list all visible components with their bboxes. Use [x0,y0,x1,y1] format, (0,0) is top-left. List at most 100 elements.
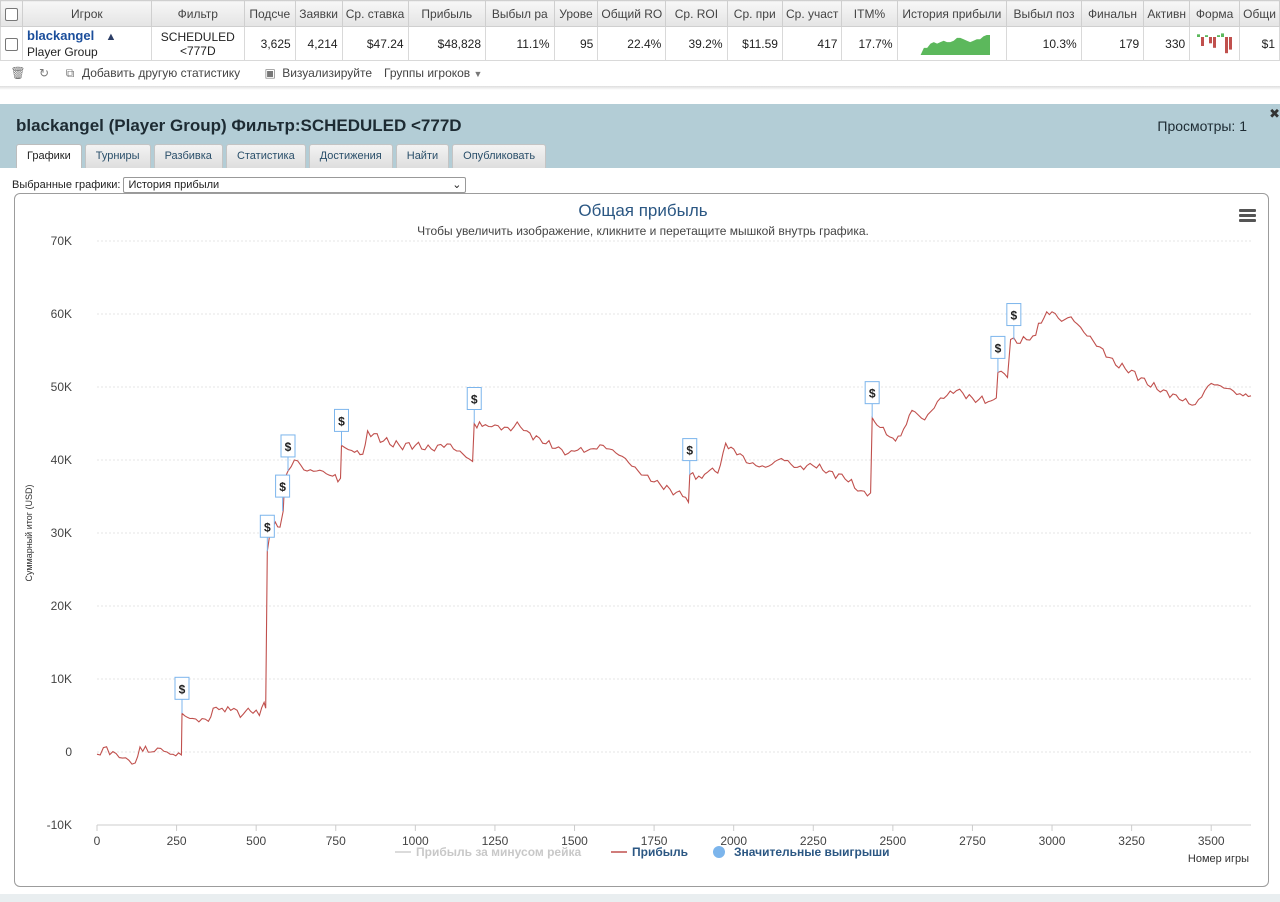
profit-sparkline[interactable] [913,33,990,55]
add-stat-button[interactable]: Добавить другую статистику [82,66,241,80]
col-header-player[interactable]: Игрок [22,0,152,27]
select-all-cell[interactable] [0,0,23,27]
profit-chart[interactable]: Общая прибыль Чтобы увеличить изображени… [15,194,1268,886]
chart-select-label: Выбранные графики: [12,179,121,191]
chevron-down-icon: ⌄ [452,179,462,191]
add-stat-icon[interactable]: ⧉ [65,65,75,80]
tab-charts[interactable]: Графики [16,144,82,168]
col-header-total[interactable]: Общи [1239,0,1280,27]
table-row[interactable]: blackangel ▲ Player Group SCHEDULED <777… [0,26,1280,61]
svg-text:Прибыль за минусом рейка: Прибыль за минусом рейка [416,845,581,859]
chart-menu-icon[interactable] [1239,209,1256,222]
form-bars[interactable] [1195,31,1235,57]
big-win-marker[interactable]: $ [174,676,190,714]
tab-breakdown[interactable]: Разбивка [153,144,223,168]
cell-form[interactable] [1189,26,1241,61]
y-tick-label: 20K [51,599,72,613]
cell-itm: 17.7% [841,26,898,61]
svg-text:$: $ [179,682,186,696]
col-header-avg-roi[interactable]: Ср. ROI [665,0,728,27]
cell-avg-profit: $11.59 [726,26,783,61]
svg-text:$: $ [995,341,1002,355]
col-header-entries[interactable]: Заявки [294,0,343,27]
big-win-marker[interactable]: $ [275,474,291,512]
y-tick-label: 40K [51,453,72,467]
row-checkbox[interactable] [5,37,18,51]
x-axis-label: Номер игры [1188,853,1249,865]
panel-bottom-bar [0,894,1280,902]
visualize-button[interactable]: Визуализируйте [282,66,372,80]
cell-late-out: 10.3% [1006,26,1082,61]
player-name-link[interactable]: blackangel [27,27,95,43]
col-header-filter[interactable]: Фильтр [150,0,245,27]
divider [0,86,1280,90]
y-axis: -10K 0 10K 20K 30K 40K 50K 60K 70K [47,234,73,832]
col-header-total-roi[interactable]: Общий RO [597,0,667,27]
x-tick-label: 2500 [880,834,907,848]
cell-profit-history[interactable] [896,26,1008,61]
visualize-icon[interactable]: ▣ [264,66,276,80]
legend-item[interactable]: Значительные выигрыши [713,845,890,859]
legend-item[interactable]: Прибыль [611,845,688,859]
form-bar [1228,36,1232,50]
views-counter: Просмотры: 1 [1157,118,1247,134]
big-win-marker[interactable]: $ [990,335,1006,373]
big-win-marker[interactable]: $ [466,387,482,424]
y-tick-label: -10K [47,818,72,832]
big-win-marker[interactable]: $ [259,514,275,552]
col-header-level[interactable]: Урове [553,0,599,27]
x-tick-label: 1500 [561,834,588,848]
col-header-profit[interactable]: Прибыль [407,0,487,27]
x-tick-label: 3000 [1039,834,1066,848]
big-win-marker[interactable]: $ [280,434,296,471]
col-header-avg-profit[interactable]: Ср. при [726,0,783,27]
col-header-avg-field[interactable]: Ср. участ [781,0,843,27]
cell-early-out: 11.1% [485,26,555,61]
tab-publish[interactable]: Опубликовать [452,144,547,168]
legend-item[interactable]: Прибыль за минусом рейка [395,845,581,859]
x-tick-label: 500 [246,834,266,848]
form-bar [1212,36,1216,48]
trash-icon[interactable]: 🗑 [10,66,26,80]
panel-header: blackangel (Player Group) Фильтр:SCHEDUL… [0,104,1280,168]
col-header-early-out[interactable]: Выбыл ра [485,0,555,27]
big-win-markers: $ $ $ $ $ $ $ $ $ $ [174,303,1022,714]
svg-text:$: $ [1010,309,1017,323]
big-win-marker[interactable]: $ [333,408,349,446]
tab-find[interactable]: Найти [395,144,450,168]
col-header-late-out[interactable]: Выбыл поз [1006,0,1082,27]
chart-container[interactable]: Общая прибыль Чтобы увеличить изображени… [14,193,1269,887]
col-header-form[interactable]: Форма [1189,0,1241,27]
col-header-avg-stake[interactable]: Ср. ставка [341,0,409,27]
x-tick-label: 1000 [402,834,429,848]
cell-total-roi: 22.4% [597,26,667,61]
x-axis: 0 250 500 750 1000 1250 1500 1750 2000 2250 2500 27… [94,824,1251,848]
filter-cell: SCHEDULED <777D [150,26,245,61]
x-tick-label: 3250 [1118,834,1145,848]
big-win-marker[interactable]: $ [1006,303,1022,340]
player-group-icon[interactable]: ▲ [105,30,117,43]
col-header-counted[interactable]: Подсче [243,0,296,27]
col-header-final-tables[interactable]: Финальн [1080,0,1145,27]
x-tick-label: 1750 [641,834,668,848]
close-icon[interactable]: ✖ [1269,106,1280,121]
cell-final-tables: 179 [1080,26,1145,61]
tab-statistics[interactable]: Статистика [225,144,306,168]
tab-achievements[interactable]: Достижения [308,144,393,168]
row-select-cell[interactable] [0,26,23,61]
col-header-itm[interactable]: ITM% [841,0,898,27]
tab-tournaments[interactable]: Турниры [84,144,151,168]
big-win-marker[interactable]: $ [682,438,698,475]
refresh-icon[interactable]: ↻ [38,66,50,80]
chart-grid [97,240,1251,826]
col-header-profit-history[interactable]: История прибыли [896,0,1008,27]
col-header-active[interactable]: Активн [1143,0,1191,27]
select-all-checkbox[interactable] [5,7,18,21]
big-win-marker[interactable]: $ [864,381,880,418]
player-groups-button[interactable]: Группы игроков ▼ [384,66,482,80]
profit-series-line[interactable] [96,310,1252,765]
panel-title: blackangel (Player Group) Фильтр:SCHEDUL… [16,116,462,135]
y-axis-label: Суммарный итог (USD) [24,484,34,581]
svg-text:$: $ [279,480,286,494]
chart-select[interactable]: История прибыли ⌄ [123,177,467,193]
